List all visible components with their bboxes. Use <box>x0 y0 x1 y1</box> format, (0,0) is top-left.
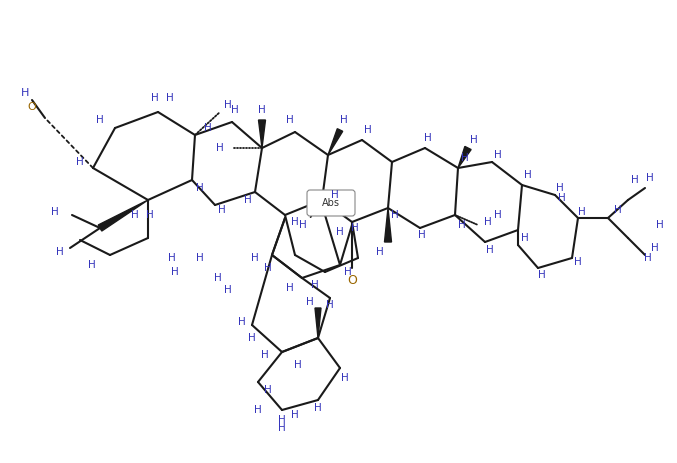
Text: H: H <box>196 183 204 193</box>
Text: H: H <box>294 360 302 370</box>
Text: Abs: Abs <box>322 198 340 208</box>
Text: H: H <box>314 403 322 413</box>
Text: H: H <box>331 190 339 200</box>
Text: H: H <box>56 247 64 257</box>
Text: H: H <box>204 123 212 133</box>
Text: H: H <box>538 270 546 280</box>
Text: H: H <box>278 423 286 433</box>
Polygon shape <box>315 308 321 338</box>
Text: H: H <box>484 217 492 227</box>
Text: H: H <box>651 243 659 253</box>
Text: H: H <box>238 317 246 327</box>
Text: H: H <box>218 205 226 215</box>
Text: H: H <box>336 227 344 237</box>
Text: H: H <box>216 143 224 153</box>
Text: H: H <box>51 207 59 217</box>
Text: H: H <box>631 175 639 185</box>
Text: H: H <box>168 253 176 263</box>
Text: H: H <box>556 183 564 193</box>
Text: H: H <box>21 88 29 98</box>
Text: H: H <box>461 153 469 163</box>
Text: H: H <box>278 415 286 425</box>
Text: H: H <box>376 247 384 257</box>
Text: H: H <box>88 260 96 270</box>
Text: H: H <box>521 233 529 243</box>
Text: H: H <box>251 253 259 263</box>
Text: H: H <box>286 115 294 125</box>
FancyBboxPatch shape <box>307 190 355 216</box>
Text: H: H <box>244 195 252 205</box>
Polygon shape <box>259 120 265 148</box>
Text: H: H <box>264 263 272 273</box>
Text: O: O <box>347 274 357 287</box>
Polygon shape <box>458 146 471 168</box>
Text: H: H <box>166 93 174 103</box>
Text: H: H <box>214 273 222 283</box>
Polygon shape <box>98 200 148 231</box>
Text: H: H <box>470 135 478 145</box>
Text: H: H <box>418 230 426 240</box>
Text: H: H <box>248 333 256 343</box>
Text: H: H <box>258 105 266 115</box>
Text: H: H <box>558 193 566 203</box>
Text: H: H <box>656 220 664 230</box>
Text: H: H <box>76 157 84 167</box>
Text: O: O <box>28 102 37 112</box>
Text: H: H <box>224 285 232 295</box>
Text: H: H <box>254 405 262 415</box>
Text: H: H <box>151 93 159 103</box>
Text: H: H <box>286 283 294 293</box>
Text: H: H <box>578 207 586 217</box>
Text: H: H <box>494 150 502 160</box>
Text: H: H <box>171 267 179 277</box>
Text: H: H <box>614 205 622 215</box>
Text: H: H <box>344 267 352 277</box>
Text: H: H <box>646 173 654 183</box>
Text: H: H <box>96 115 104 125</box>
Text: H: H <box>340 115 348 125</box>
Text: H: H <box>524 170 532 180</box>
Text: H: H <box>291 217 299 227</box>
Text: H: H <box>261 350 269 360</box>
Text: H: H <box>264 385 272 395</box>
Text: H: H <box>574 257 582 267</box>
Text: H: H <box>306 297 314 307</box>
Text: H: H <box>311 280 319 290</box>
Text: H: H <box>364 125 372 135</box>
Text: H: H <box>291 410 299 420</box>
Text: H: H <box>224 100 232 110</box>
Text: H: H <box>196 253 204 263</box>
Text: H: H <box>486 245 494 255</box>
Text: H: H <box>131 210 139 220</box>
Text: H: H <box>644 253 652 263</box>
Text: H: H <box>351 223 359 233</box>
Text: H: H <box>231 105 239 115</box>
Text: H: H <box>299 220 307 230</box>
Text: H: H <box>341 373 349 383</box>
Text: H: H <box>146 210 154 220</box>
Text: H: H <box>458 220 466 230</box>
Polygon shape <box>385 208 391 242</box>
Text: H: H <box>494 210 502 220</box>
Text: H: H <box>391 210 399 220</box>
Text: H: H <box>424 133 432 143</box>
Text: H: H <box>326 300 334 310</box>
Polygon shape <box>328 129 343 155</box>
